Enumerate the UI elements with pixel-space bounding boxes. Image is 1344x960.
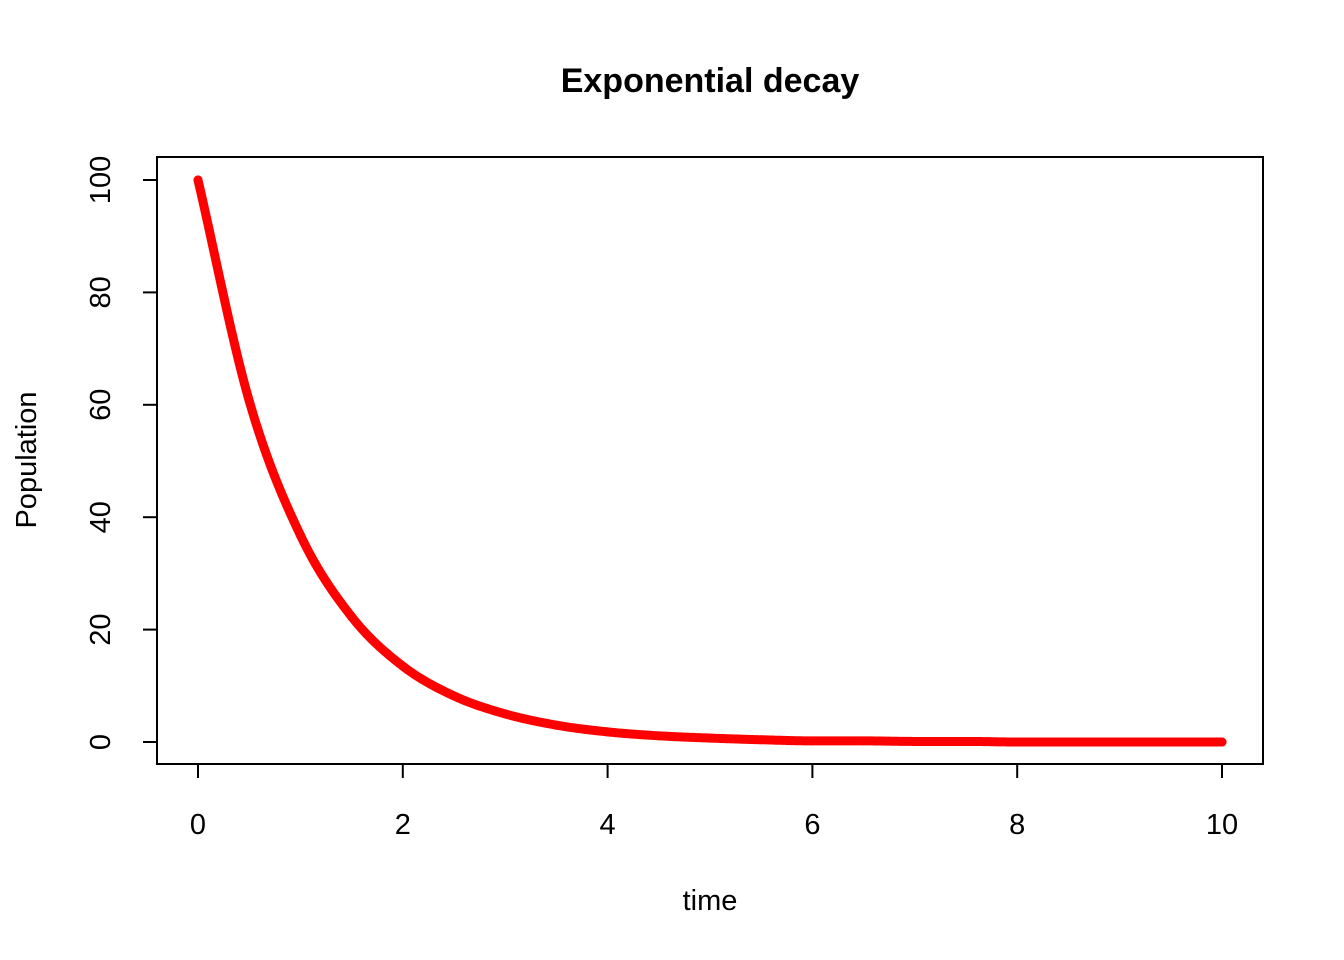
- data-point: [1217, 737, 1227, 747]
- data-point: [1063, 737, 1073, 747]
- y-tick-label: 0: [85, 734, 117, 750]
- data-point: [1012, 737, 1022, 747]
- data-point: [500, 709, 510, 719]
- data-point: [295, 530, 305, 540]
- y-tick-label: 40: [85, 501, 117, 533]
- chart-title: Exponential decay: [561, 62, 860, 100]
- y-axis: 0 20 40 60 80 100: [85, 156, 158, 750]
- data-point: [756, 735, 766, 745]
- y-tick-label: 80: [85, 276, 117, 308]
- data-point: [551, 720, 561, 730]
- data-point: [807, 736, 817, 746]
- x-tick-label: 6: [804, 809, 820, 841]
- y-tick-label: 100: [85, 156, 117, 204]
- series-layer: [193, 175, 1227, 747]
- data-point: [193, 175, 203, 185]
- x-tick-label: 8: [1009, 809, 1025, 841]
- data-point: [961, 736, 971, 746]
- data-point: [603, 727, 613, 737]
- data-point: [1115, 737, 1125, 747]
- x-tick-label: 2: [395, 809, 411, 841]
- data-point: [1166, 737, 1176, 747]
- data-point: [654, 731, 664, 741]
- plot-frame: [156, 156, 1264, 765]
- data-point: [449, 691, 459, 701]
- x-tick-label: 0: [190, 809, 206, 841]
- series-line-0: [193, 175, 1227, 747]
- x-tick-label: 4: [600, 809, 616, 841]
- x-axis: 0 2 4 6 8 10: [190, 763, 1238, 841]
- x-axis-label: time: [683, 885, 738, 917]
- y-tick-label: 20: [85, 613, 117, 645]
- data-point: [705, 733, 715, 743]
- data-point: [398, 661, 408, 671]
- data-point: [910, 736, 920, 746]
- y-axis-label: Population: [11, 391, 43, 528]
- data-point: [347, 612, 357, 622]
- data-point: [859, 736, 869, 746]
- data-point: [244, 396, 254, 406]
- x-tick-label: 10: [1206, 809, 1238, 841]
- y-tick-label: 60: [85, 389, 117, 421]
